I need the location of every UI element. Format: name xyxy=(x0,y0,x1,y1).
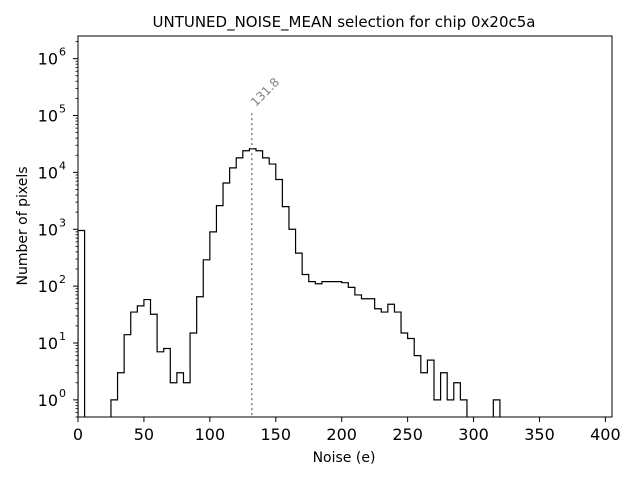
chart-title: UNTUNED_NOISE_MEAN selection for chip 0x… xyxy=(153,13,536,32)
mean-marker-label: 131.8 xyxy=(248,75,282,109)
x-tick-label: 0 xyxy=(73,425,83,444)
y-tick-label: 10 xyxy=(38,277,58,296)
y-tick-label: 10 xyxy=(38,107,58,126)
x-tick-label: 100 xyxy=(195,425,226,444)
histogram-series xyxy=(78,148,501,417)
y-tick-exponent: 0 xyxy=(59,387,66,400)
x-axis-label: Noise (e) xyxy=(313,450,376,466)
x-tick-label: 300 xyxy=(458,425,489,444)
y-tick-label: 10 xyxy=(38,220,58,239)
y-tick-label: 10 xyxy=(38,334,58,353)
y-tick-exponent: 5 xyxy=(59,103,66,116)
y-tick-exponent: 1 xyxy=(59,330,66,343)
y-tick-label: 10 xyxy=(38,163,58,182)
y-tick-label: 10 xyxy=(38,50,58,69)
x-tick-label: 50 xyxy=(134,425,154,444)
y-tick-exponent: 4 xyxy=(59,159,66,172)
plot-area: 131.8 xyxy=(77,35,613,418)
y-tick-exponent: 6 xyxy=(59,46,66,59)
y-tick-label: 10 xyxy=(38,391,58,410)
x-tick-label: 250 xyxy=(392,425,423,444)
y-axis-label: Number of pixels xyxy=(15,166,31,285)
y-tick-exponent: 3 xyxy=(59,216,66,229)
x-axis: 0 50 100 150 200 250 300 350 400 xyxy=(73,417,621,444)
x-tick-label: 400 xyxy=(590,425,621,444)
y-tick-exponent: 2 xyxy=(59,273,66,286)
x-tick-label: 350 xyxy=(524,425,555,444)
x-tick-label: 200 xyxy=(326,425,357,444)
x-tick-label: 150 xyxy=(261,425,292,444)
plot-frame xyxy=(77,35,613,418)
